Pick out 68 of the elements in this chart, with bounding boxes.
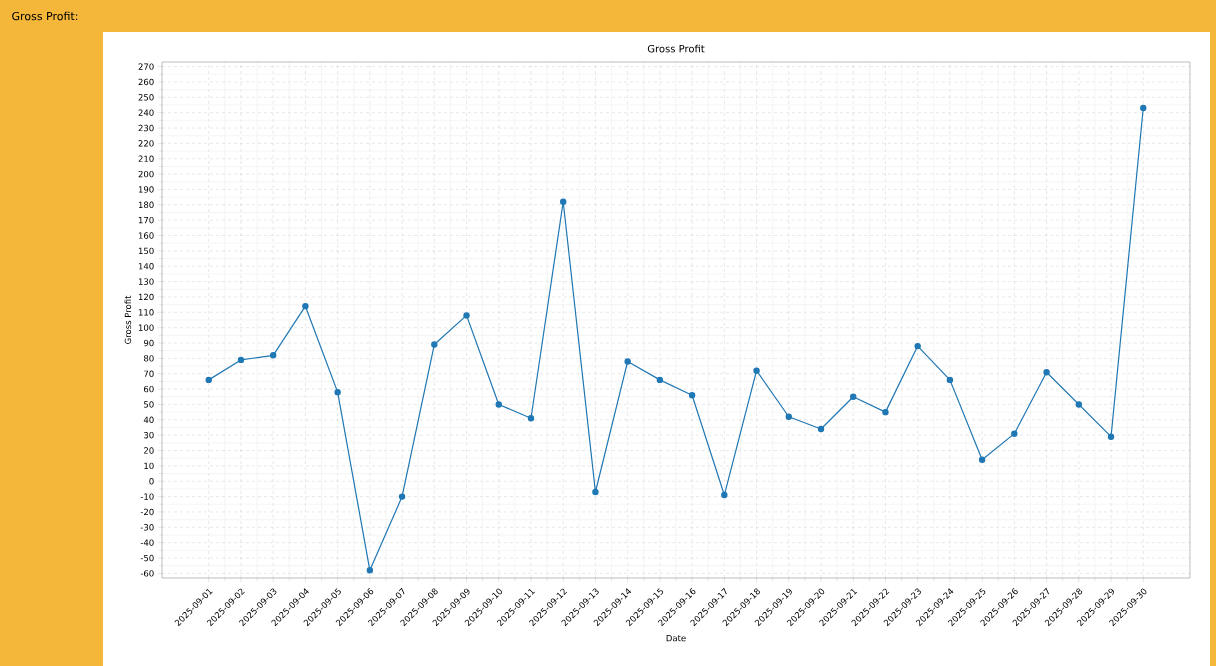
y-tick-label: 80	[143, 355, 154, 362]
y-tick-label: 190	[138, 186, 154, 193]
point	[624, 358, 631, 365]
y-tick-label: 90	[143, 339, 154, 347]
point	[302, 302, 309, 310]
point	[1043, 369, 1050, 376]
y-tick-label: 120	[138, 293, 154, 301]
y-tick-label: -50	[140, 554, 154, 562]
point	[656, 376, 664, 384]
point	[721, 491, 728, 499]
point	[882, 408, 889, 416]
point	[946, 376, 954, 384]
y-tick-label: 30	[144, 431, 154, 439]
y-tick-label: 210	[138, 155, 154, 162]
point	[334, 388, 341, 396]
point	[237, 356, 245, 364]
point	[269, 352, 277, 359]
x-axis-title: Date	[666, 634, 686, 642]
point	[753, 367, 760, 374]
text: Gross Profit:	[12, 11, 78, 21]
y-tick-label: 40	[143, 416, 154, 424]
y-tick-label: 100	[138, 324, 154, 331]
point	[495, 401, 502, 408]
chart-title: Gross Profit	[647, 44, 705, 53]
y-tick-label: 70	[144, 370, 154, 377]
y-tick-label: 200	[138, 170, 154, 178]
y-tick-label: -10	[140, 493, 154, 500]
point	[398, 493, 406, 500]
y-tick-label: 0	[149, 478, 154, 485]
y-tick-label: 220	[138, 140, 154, 147]
point	[560, 198, 567, 205]
y-tick-label: 160	[138, 232, 154, 239]
point	[978, 456, 986, 463]
y-tick-label: 230	[138, 124, 154, 132]
point	[205, 376, 212, 384]
point	[1107, 433, 1115, 440]
point	[914, 342, 921, 350]
point	[688, 392, 696, 399]
point	[817, 425, 825, 433]
y-tick-label: 150	[138, 247, 154, 255]
y-tick-label: 180	[138, 201, 154, 209]
y-tick-label: 10	[144, 462, 154, 470]
y-tick-label: 50	[144, 401, 154, 408]
y-tick-label: 240	[138, 109, 154, 116]
point	[592, 488, 599, 496]
y-tick-label: 130	[138, 278, 154, 285]
y-tick-label: 110	[138, 309, 154, 316]
y-tick-label: 20	[144, 447, 154, 454]
point	[527, 415, 535, 422]
point	[850, 393, 857, 400]
y-tick-label: -60	[140, 570, 154, 577]
point	[463, 312, 470, 319]
y-tick-label: 140	[138, 263, 154, 270]
y-tick-label: -40	[140, 539, 154, 546]
y-tick-label: 270	[138, 63, 154, 70]
point	[1140, 104, 1147, 112]
point	[366, 567, 374, 574]
y-tick-label: 60	[143, 385, 154, 393]
point	[1075, 401, 1082, 408]
y-tick-label: 250	[138, 94, 154, 101]
point	[1011, 430, 1018, 437]
y-axis-title: Gross Profit	[124, 295, 132, 344]
point	[431, 341, 438, 348]
y-tick-label: 170	[138, 216, 154, 224]
point	[785, 413, 792, 420]
y-tick-label: -30	[140, 524, 154, 531]
y-tick-label: 260	[138, 78, 154, 86]
y-tick-label: -20	[140, 508, 154, 516]
